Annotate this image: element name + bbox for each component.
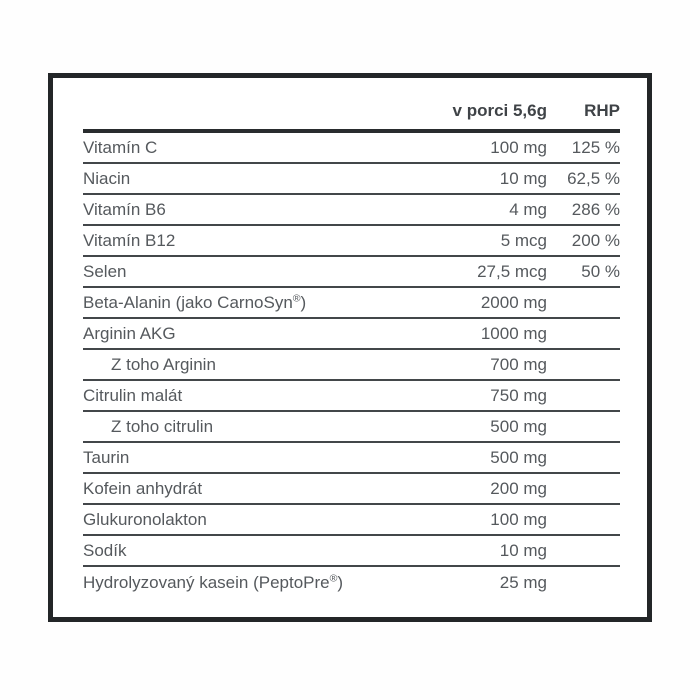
row-label: Z toho Arginin: [111, 354, 216, 374]
header-rhp-label: RHP: [584, 101, 620, 120]
row-label: Glukuronolakton: [83, 509, 207, 529]
row-amount: 4 mg: [509, 199, 547, 219]
row-amount: 100 mg: [490, 509, 547, 529]
row-rhp: 50 %: [581, 261, 620, 281]
row-label: Niacin: [83, 168, 131, 188]
row-label: Vitamín C: [83, 137, 158, 157]
row-label: Beta-Alanin (jako CarnoSyn®): [83, 292, 307, 312]
row-amount: 500 mg: [490, 416, 547, 436]
table-row: Taurin 500 mg: [83, 443, 620, 474]
row-label: Hydrolyzovaný kasein (PeptoPre®): [83, 572, 344, 592]
row-label: Kofein anhydrát: [83, 478, 203, 498]
table-row: Z toho citrulin 500 mg: [83, 412, 620, 443]
row-rhp: 200 %: [571, 230, 620, 250]
row-amount: 700 mg: [490, 354, 547, 374]
table-row: Niacin 10 mg 62,5 %: [83, 164, 620, 195]
row-amount: 750 mg: [490, 385, 547, 405]
table-row: Citrulin malát 750 mg: [83, 381, 620, 412]
row-rhp: 125 %: [571, 137, 620, 157]
row-label: Sodík: [83, 540, 127, 560]
table-row: Glukuronolakton 100 mg: [83, 505, 620, 536]
row-label: Vitamín B12: [83, 230, 176, 250]
row-amount: 200 mg: [490, 478, 547, 498]
table-row: Hydrolyzovaný kasein (PeptoPre®) 25 mg: [83, 567, 620, 598]
row-label: Arginin AKG: [83, 323, 176, 343]
table-row: Sodík 10 mg: [83, 536, 620, 567]
row-label: Citrulin malát: [83, 385, 183, 405]
row-amount: 100 mg: [490, 137, 547, 157]
table-row: Arginin AKG 1000 mg: [83, 319, 620, 350]
row-amount: 25 mg: [499, 572, 547, 592]
table-row: Vitamín B6 4 mg 286 %: [83, 195, 620, 226]
table-row: Beta-Alanin (jako CarnoSyn®) 2000 mg: [83, 288, 620, 319]
table-row: Vitamín B12 5 mcg 200 %: [83, 226, 620, 257]
table-body: Vitamín C 100 mg 125 % Niacin 10 mg 62,5 % Vit…: [83, 133, 620, 598]
row-amount: 2000 mg: [480, 292, 547, 312]
row-label: Z toho citrulin: [111, 416, 214, 436]
table-row: Vitamín C 100 mg 125 %: [83, 133, 620, 164]
row-amount: 500 mg: [490, 447, 547, 467]
row-label: Selen: [83, 261, 127, 281]
row-amount: 27,5 mcg: [477, 261, 547, 281]
row-amount: 10 mg: [499, 168, 547, 188]
row-amount: 10 mg: [499, 540, 547, 560]
row-amount: 1000 mg: [480, 323, 547, 343]
row-rhp: 286 %: [571, 199, 620, 219]
row-label: Taurin: [83, 447, 130, 467]
row-amount: 5 mcg: [500, 230, 547, 250]
table-row: Selen 27,5 mcg 50 %: [83, 257, 620, 288]
table-header-row: v porci 5,6g RHP: [83, 78, 620, 133]
row-rhp: 62,5 %: [567, 168, 620, 188]
header-serving-label: v porci 5,6g: [452, 101, 547, 120]
nutrition-facts-table: v porci 5,6g RHP Vitamín C 100 mg 125 % Nia…: [48, 73, 652, 622]
table-row: Kofein anhydrát 200 mg: [83, 474, 620, 505]
row-label: Vitamín B6: [83, 199, 166, 219]
table-row: Z toho Arginin 700 mg: [83, 350, 620, 381]
